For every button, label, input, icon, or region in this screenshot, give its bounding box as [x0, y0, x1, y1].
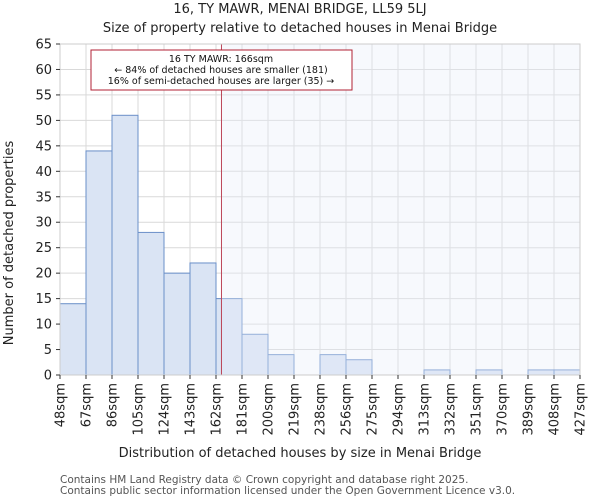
y-tick-label-0: 0: [44, 369, 52, 384]
bars: [59, 114, 581, 376]
y-tick-label-55: 55: [35, 88, 52, 103]
x-tick-label-48sqm: 48sqm: [54, 383, 69, 427]
x-tick-label-313sqm: 313sqm: [418, 383, 433, 436]
y-tick-label-15: 15: [35, 292, 52, 307]
x-tick-label-200sqm: 200sqm: [262, 383, 277, 436]
annotation-box: 16 TY MAWR: 166sqm ← 84% of detached hou…: [90, 49, 353, 91]
y-tick-label-25: 25: [35, 241, 52, 256]
y-tick-label-45: 45: [35, 139, 52, 154]
x-tick-label-332sqm: 332sqm: [444, 383, 459, 436]
y-tick-label-35: 35: [35, 190, 52, 205]
y-tick-label-20: 20: [35, 267, 52, 282]
x-tick-label-351sqm: 351sqm: [470, 383, 485, 436]
larger-region-shade: [221, 44, 580, 375]
x-tick-label-143sqm: 143sqm: [184, 383, 199, 436]
x-tick-label-67sqm: 67sqm: [80, 383, 95, 427]
bar-162sqm: [215, 298, 243, 376]
marker: [220, 44, 580, 375]
y-tick-label-65: 65: [35, 38, 52, 53]
y-tick-label-60: 60: [35, 63, 52, 78]
bar-48sqm: [59, 303, 87, 376]
footer-line-1: Contains HM Land Registry data © Crown c…: [60, 474, 468, 486]
y-tick-label-40: 40: [35, 165, 52, 180]
x-tick-label-294sqm: 294sqm: [392, 383, 407, 436]
y-tick-label-50: 50: [35, 114, 52, 129]
y-tick-label-30: 30: [35, 216, 52, 231]
x-axis-ticks: 48sqm 67sqm 86sqm 105sqm 124sqm 143sqm 162sqm 1…: [54, 375, 589, 436]
x-tick-label-408sqm: 408sqm: [548, 383, 563, 436]
y-axis-label: Number of detached properties: [2, 141, 17, 346]
y-tick-label-5: 5: [44, 343, 52, 358]
x-axis-label: Distribution of detached houses by size …: [119, 446, 482, 461]
x-tick-label-238sqm: 238sqm: [314, 383, 329, 436]
y-tick-label-10: 10: [35, 318, 52, 333]
x-tick-label-124sqm: 124sqm: [158, 383, 173, 436]
annotation-line-3: 16% of semi-detached houses are larger (…: [108, 76, 335, 87]
footer-line-2: Contains public sector information licen…: [60, 485, 515, 497]
chart-subtitle: Size of property relative to detached ho…: [103, 21, 497, 36]
bar-143sqm: [189, 262, 217, 376]
x-tick-label-256sqm: 256sqm: [340, 383, 355, 436]
chart-title: 16, TY MAWR, MENAI BRIDGE, LL59 5LJ: [173, 2, 426, 17]
x-tick-label-389sqm: 389sqm: [522, 383, 537, 436]
x-tick-label-86sqm: 86sqm: [106, 383, 121, 427]
annotation-line-2: ← 84% of detached houses are smaller (18…: [114, 65, 327, 76]
bar-124sqm: [163, 272, 191, 376]
annotation-frame: [90, 49, 353, 91]
bar-86sqm: [111, 114, 139, 376]
x-tick-label-370sqm: 370sqm: [496, 383, 511, 436]
annotation-line-1: 16 TY MAWR: 166sqm: [169, 54, 273, 65]
x-tick-label-162sqm: 162sqm: [210, 383, 225, 436]
x-tick-label-181sqm: 181sqm: [236, 383, 251, 436]
bar-105sqm: [137, 231, 165, 376]
x-tick-label-105sqm: 105sqm: [132, 383, 147, 436]
bar-67sqm: [85, 150, 113, 376]
x-tick-label-219sqm: 219sqm: [288, 383, 303, 436]
x-tick-label-427sqm: 427sqm: [574, 383, 589, 436]
x-tick-label-275sqm: 275sqm: [366, 383, 381, 436]
y-axis-ticks: 0 5 10 15 20 25 30 35 40 45 50 55 60 65: [35, 38, 60, 384]
